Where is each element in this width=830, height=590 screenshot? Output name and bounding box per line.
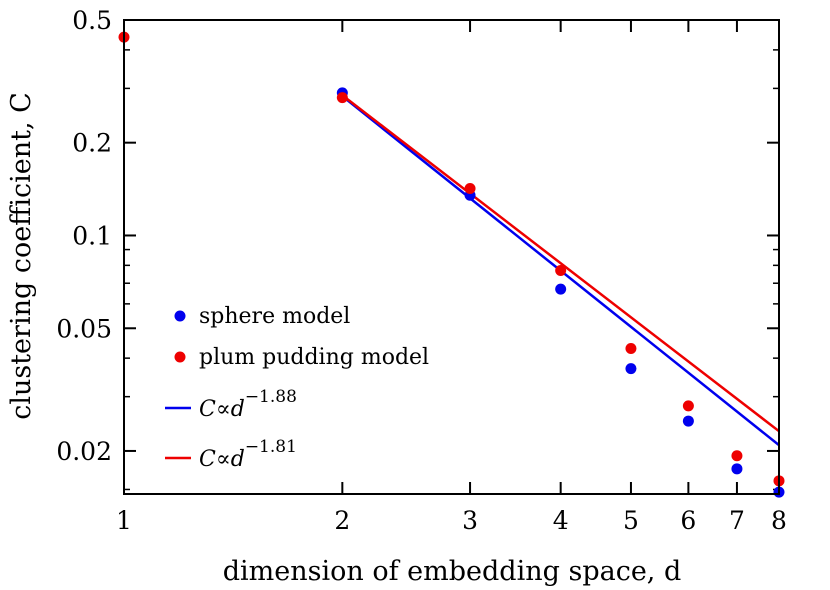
- legend-label-fit-sphere: C∝d−1.88: [199, 387, 297, 422]
- data-point-plum: [336, 92, 348, 104]
- x-tick-label: 5: [623, 506, 639, 535]
- legend-marker-plum: [174, 351, 186, 363]
- y-tick-label: 0.5: [72, 6, 112, 35]
- y-tick-label: 0.2: [72, 129, 112, 158]
- plot-frame: [123, 19, 780, 495]
- fit-line-1: [341, 94, 780, 433]
- legend-fit-plum-exponent: −1.81: [245, 437, 297, 457]
- data-point-sphere: [555, 283, 567, 295]
- legend: sphere model plum pudding model C∝d−1.88…: [165, 304, 429, 472]
- legend-fit-plum-base: C∝d: [199, 447, 245, 472]
- point-layer: [118, 31, 785, 498]
- x-tick-label: 8: [771, 506, 787, 535]
- data-point-plum: [555, 264, 567, 276]
- data-point-plum: [625, 342, 637, 354]
- y-axis-label: clustering coefficient, C: [6, 92, 37, 420]
- x-tick-label: 7: [729, 506, 745, 535]
- x-tick-label: 1: [116, 506, 132, 535]
- x-tick-label: 2: [334, 506, 350, 535]
- legend-label-fit-plum: C∝d−1.81: [199, 437, 297, 472]
- y-tick-label: 0.1: [72, 221, 112, 250]
- y-tick-label: 0.05: [56, 314, 112, 343]
- x-axis-label: dimension of embedding space, d: [223, 556, 682, 587]
- legend-marker-sphere: [174, 310, 186, 322]
- y-tick-label: 0.02: [56, 437, 112, 466]
- data-point-plum: [731, 450, 743, 462]
- data-point-plum: [682, 400, 694, 412]
- x-tick-label: 3: [462, 506, 478, 535]
- legend-label-plum: plum pudding model: [199, 345, 429, 370]
- x-tick-label: 4: [553, 506, 569, 535]
- ticklabel-layer: 1 2 3 4 5 6 7 8 0.02 0.05 0.1 0.2 0.5: [56, 6, 787, 535]
- data-point-sphere: [731, 463, 743, 475]
- data-point-sphere: [625, 363, 637, 375]
- legend-fit-sphere-exponent: −1.88: [245, 387, 297, 407]
- legend-fit-sphere-base: C∝d: [199, 397, 245, 422]
- data-point-sphere: [682, 415, 694, 427]
- legend-label-sphere: sphere model: [199, 304, 350, 329]
- x-tick-label: 6: [680, 506, 696, 535]
- tick-layer: [123, 19, 780, 494]
- data-point-plum: [464, 183, 476, 195]
